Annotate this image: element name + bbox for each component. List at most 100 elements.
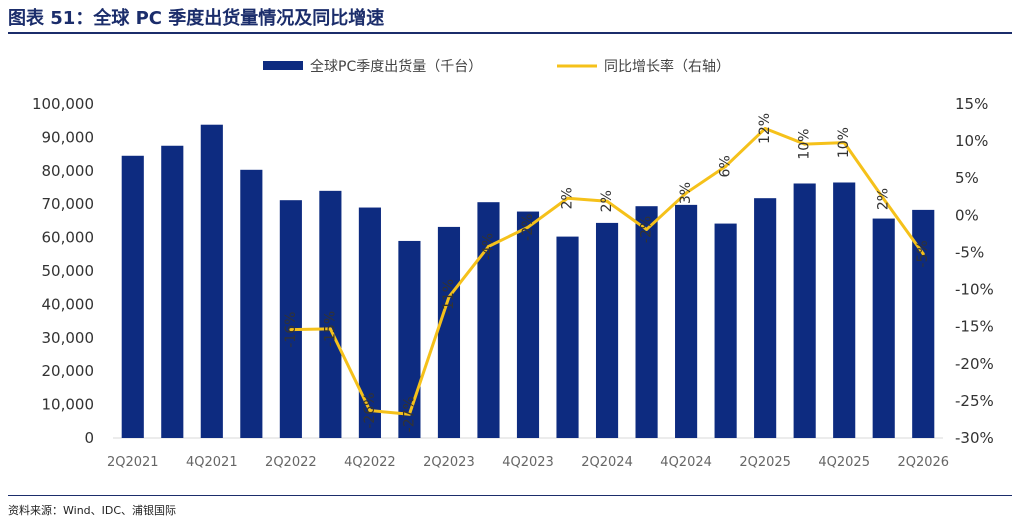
bar: [279, 200, 302, 438]
chart: 全球PC季度出货量（千台） 同比增长率（右轴） 0 10,000 20,000 30,…: [32, 58, 994, 470]
line-point: [486, 245, 490, 249]
line-data-label: -5%: [915, 240, 931, 267]
x-tick-label: 2Q2024: [581, 455, 633, 470]
bar: [516, 211, 540, 438]
line-point: [684, 191, 688, 195]
y-left-tick-label: 20,000: [42, 362, 95, 380]
bar: [714, 223, 737, 438]
line-data-label: 3%: [678, 182, 694, 204]
x-tick-label: 4Q2023: [502, 455, 554, 470]
legend-swatch-bar: [263, 61, 303, 70]
line-point: [368, 409, 372, 413]
x-tick-label: 4Q2022: [344, 455, 396, 470]
bar: [319, 190, 342, 438]
y-right-tick-label: 0%: [955, 206, 979, 224]
line-data-label: 12%: [757, 113, 773, 144]
x-tick-label: 4Q2024: [660, 455, 712, 470]
bar: [912, 209, 935, 438]
line-data-label: -4%: [480, 233, 496, 260]
y-right-tick-label: -30%: [955, 429, 994, 447]
bar: [556, 236, 579, 438]
line-data-label: -2%: [520, 214, 536, 241]
y-left-tick-label: 70,000: [42, 195, 95, 213]
bar: [675, 204, 698, 438]
line-point: [882, 197, 886, 201]
line-data-label: -26%: [362, 392, 378, 428]
x-tick-label: 4Q2025: [818, 455, 870, 470]
y-left-tick-label: 0: [84, 429, 94, 447]
x-tick-label: 2Q2025: [739, 455, 791, 470]
y-left-tick-label: 90,000: [42, 128, 95, 146]
y-left-tick-label: 10,000: [42, 396, 95, 414]
legend-label-line: 同比增长率（右轴）: [604, 58, 730, 75]
line-point: [526, 225, 530, 229]
line-point: [605, 199, 609, 203]
bar: [358, 207, 381, 438]
footer-rule: [8, 495, 1012, 496]
y-axis-right: -30% -25% -20% -15% -10% -5% 0% 5% 10% 15%: [955, 95, 994, 447]
line-data-label: 10%: [836, 127, 852, 158]
line-point: [289, 328, 293, 332]
bar: [595, 222, 619, 438]
legend-label-bar: 全球PC季度出货量（千台）: [310, 58, 482, 75]
y-left-tick-label: 30,000: [42, 329, 95, 347]
line-data-label: 2%: [876, 188, 892, 210]
line-data-label: -16%: [283, 312, 299, 348]
legend: 全球PC季度出货量（千台） 同比增长率（右轴）: [263, 58, 730, 75]
y-left-tick-label: 80,000: [42, 162, 95, 180]
bar: [833, 182, 856, 438]
x-tick-label: 2Q2023: [423, 455, 475, 470]
line-point: [724, 164, 728, 168]
line-point: [447, 295, 451, 299]
x-tick-label: 4Q2021: [186, 455, 238, 470]
bar: [200, 124, 223, 438]
line-data-label: -2%: [639, 216, 655, 243]
bar: [437, 226, 461, 438]
x-tick-label: 2Q2021: [107, 455, 159, 470]
bar: [477, 202, 500, 438]
line-point: [328, 327, 332, 331]
line-point: [763, 126, 767, 130]
x-axis: 2Q2021 4Q2021 2Q2022 4Q2022 2Q2023 4Q2023 2Q20…: [107, 455, 949, 470]
line-point: [803, 142, 807, 146]
y-left-tick-label: 60,000: [42, 229, 95, 247]
line-series: [289, 126, 925, 416]
line-data-labels: -16% -15% -26% -27% -11% -4% -2% 2% 2% -2% 3% 6% 12%…: [283, 113, 931, 432]
y-right-tick-label: 5%: [955, 169, 979, 187]
figure-title: 图表 51：全球 PC 季度出货量情况及同比增速: [8, 8, 385, 29]
bar: [240, 169, 263, 438]
line-data-label: 2%: [560, 187, 576, 209]
line-data-label: -15%: [322, 311, 338, 347]
y-right-tick-label: -5%: [955, 243, 984, 261]
y-right-tick-label: -10%: [955, 281, 994, 299]
bar: [872, 218, 895, 438]
bar: [793, 183, 816, 438]
y-right-tick-label: 10%: [955, 132, 988, 150]
line-data-label: -27%: [401, 396, 417, 432]
y-left-tick-label: 40,000: [42, 295, 95, 313]
source-note: 资料来源：Wind、IDC、浦银国际: [8, 504, 177, 517]
bar: [161, 145, 184, 438]
bar: [635, 206, 658, 438]
line-data-label: 6%: [718, 155, 734, 177]
y-left-tick-label: 100,000: [32, 95, 94, 113]
y-right-tick-label: -25%: [955, 392, 994, 410]
bar: [398, 240, 421, 438]
y-right-tick-label: -15%: [955, 318, 994, 336]
y-right-tick-label: -20%: [955, 355, 994, 373]
line-point: [407, 412, 411, 416]
bar: [754, 198, 777, 438]
x-tick-label: 2Q2026: [897, 455, 949, 470]
bar: [121, 155, 144, 438]
x-tick-label: 2Q2022: [265, 455, 317, 470]
line-data-label: 2%: [599, 190, 615, 212]
line-point: [566, 196, 570, 200]
y-left-tick-label: 50,000: [42, 262, 95, 280]
line-data-label: -11%: [441, 279, 457, 315]
bar-series: [121, 124, 935, 438]
y-right-tick-label: 15%: [955, 95, 988, 113]
y-axis-left: 0 10,000 20,000 30,000 40,000 50,000 60,000 70,…: [32, 95, 94, 447]
line-point: [921, 252, 925, 256]
title-rule: [8, 32, 1012, 34]
